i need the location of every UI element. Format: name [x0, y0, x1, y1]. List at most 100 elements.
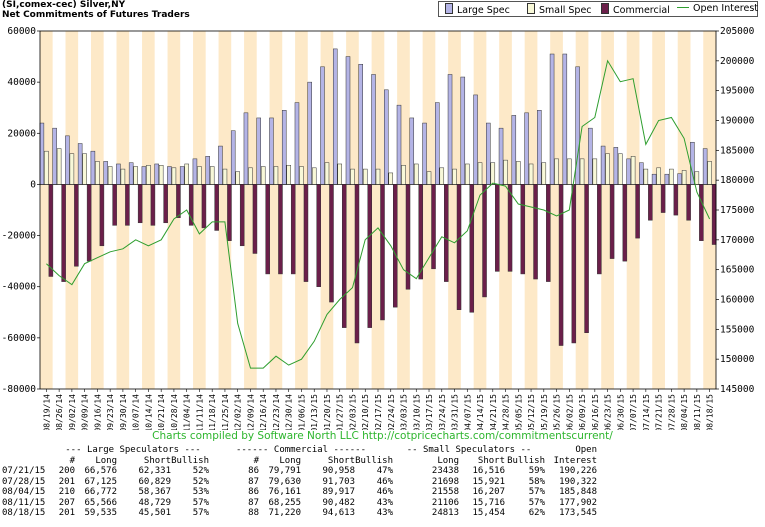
y-tick-label: 40000 — [7, 77, 36, 88]
y-tick-label: 60000 — [7, 26, 36, 37]
x-tick-label: 05/19/15 — [540, 394, 549, 430]
bar-commercial — [431, 184, 436, 270]
col-open-interest: Interest — [553, 455, 597, 466]
y-tick-label: -20000 — [2, 231, 37, 242]
cot-chart: 6000040000200000-20000-40000-60000-80000… — [2, 26, 755, 430]
bar-commercial — [367, 184, 372, 328]
bar-commercial — [711, 184, 717, 245]
bar-commercial — [112, 184, 117, 226]
bar-commercial — [507, 184, 513, 272]
bar-commercial — [609, 184, 615, 259]
x-tick-label: 04/21/15 — [489, 394, 498, 430]
bar-commercial — [635, 184, 640, 239]
bar-large-spec — [294, 102, 300, 185]
bar-large-spec — [269, 117, 274, 185]
bar-large-spec — [498, 127, 504, 185]
col-ss-short: Short — [477, 455, 505, 466]
legend-commercial: Commercial — [601, 3, 670, 16]
x-tick-label: 10/21/14 — [157, 394, 166, 430]
bar-large-spec — [486, 122, 491, 185]
bar-large-spec — [447, 74, 453, 185]
bar-small-spec — [235, 171, 240, 185]
bar-small-spec — [273, 166, 279, 185]
bar-commercial — [597, 184, 602, 275]
x-tick-label: 10/07/14 — [132, 394, 141, 430]
bar-small-spec — [541, 162, 547, 185]
bar-large-spec — [588, 127, 593, 185]
bg-band — [40, 31, 53, 389]
legend-large-spec: Large Spec — [445, 3, 510, 16]
bar-commercial — [686, 184, 691, 221]
x-tick-label: 12/23/14 — [272, 394, 281, 430]
bg-band — [193, 31, 206, 389]
bar-commercial — [278, 184, 283, 275]
x-tick-label: 03/10/15 — [412, 394, 421, 430]
bar-small-spec — [426, 171, 432, 185]
bar-commercial — [660, 184, 666, 213]
x-tick-label: 08/19/14 — [42, 394, 51, 430]
bar-small-spec — [337, 163, 342, 185]
bg-band — [613, 31, 627, 389]
header-large-spec: --- Large Speculators --- — [65, 445, 201, 455]
header-open: Open — [575, 445, 597, 455]
col-ls-short: Short — [143, 455, 171, 466]
x-tick-label: 08/11/15 — [693, 394, 702, 430]
col-cm-bullish: Bullish — [355, 455, 393, 466]
bar-commercial — [520, 184, 526, 275]
bar-large-spec — [651, 173, 657, 185]
bar-small-spec — [592, 158, 598, 185]
bar-small-spec — [452, 168, 457, 185]
bar-small-spec — [107, 166, 113, 185]
bg-band — [703, 31, 716, 389]
bar-small-spec — [158, 165, 164, 185]
bar-commercial — [188, 184, 194, 226]
bar-small-spec — [669, 168, 674, 185]
table-row: 08/04/15 210 66,772 58,367 53% 86 76,161 89,917… — [2, 487, 597, 497]
bar-large-spec — [320, 66, 325, 185]
bg-band — [218, 31, 232, 389]
bar-small-spec — [477, 162, 483, 185]
bar-small-spec — [209, 166, 215, 185]
bar-small-spec — [516, 161, 521, 185]
bar-small-spec — [439, 167, 445, 185]
bar-commercial — [137, 184, 143, 224]
bg-band — [65, 31, 79, 389]
bar-commercial — [584, 184, 589, 333]
x-tick-label: 06/02/15 — [565, 394, 574, 430]
bg-band — [91, 31, 104, 389]
bar-small-spec — [311, 167, 317, 185]
bg-band — [205, 31, 219, 389]
chart-subtitle: Net Commitments of Futures Traders — [2, 10, 190, 20]
line-open-interest — [46, 59, 711, 369]
bar-commercial — [699, 184, 704, 241]
bar-small-spec — [133, 166, 138, 185]
x-tick-label: 11/18/14 — [208, 394, 217, 430]
bg-band — [142, 31, 155, 389]
bar-commercial — [214, 184, 219, 231]
y-tick-label: -40000 — [2, 282, 37, 293]
table-header-1: --- Large Speculators --- ------ Commerc… — [2, 445, 597, 456]
bar-small-spec — [44, 150, 49, 185]
legend-small-spec: Small Spec — [527, 3, 592, 16]
bar-large-spec — [562, 53, 568, 185]
bar-large-spec — [116, 163, 121, 185]
bar-commercial — [99, 184, 105, 247]
bg-band — [601, 31, 614, 389]
bar-commercial — [495, 184, 500, 272]
x-tick-label: 06/23/15 — [604, 394, 613, 430]
header-small-spec: -- Small Speculators -- — [406, 445, 532, 455]
bg-band — [486, 31, 500, 389]
bar-large-spec — [103, 161, 108, 185]
bar-small-spec — [197, 166, 202, 185]
bar-small-spec — [656, 167, 661, 185]
x-tick-label: 06/09/15 — [578, 394, 587, 430]
bar-large-spec — [473, 94, 478, 185]
bar-small-spec — [350, 168, 355, 185]
bar-large-spec — [511, 115, 517, 185]
bar-large-spec — [65, 135, 70, 185]
bar-commercial — [125, 184, 130, 226]
bar-small-spec — [388, 172, 394, 185]
bar-commercial — [48, 184, 54, 277]
bar-commercial — [74, 184, 79, 267]
x-tick-label: 01/06/15 — [297, 394, 306, 430]
